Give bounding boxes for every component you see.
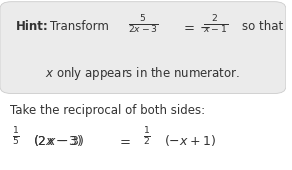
Text: Take the reciprocal of both sides:: Take the reciprocal of both sides: [10,104,205,117]
Text: $x$ only appears in the numerator.: $x$ only appears in the numerator. [45,65,240,82]
Text: $= -$: $= -$ [182,20,212,33]
Text: so that: so that [241,20,283,33]
Text: $\frac{1}{2}$: $\frac{1}{2}$ [143,126,151,148]
Text: $(-x + 1)$: $(-x + 1)$ [164,133,216,148]
Text: $=$: $=$ [117,134,131,147]
Text: $(2\,x - 3)$: $(2\,x - 3)$ [33,133,84,148]
Text: $(2x - 3)$: $(2x - 3)$ [33,133,82,148]
Text: $\frac{1}{5}$: $\frac{1}{5}$ [12,126,20,148]
Text: Hint:: Hint: [16,20,48,33]
Text: $\frac{2}{x-1}$: $\frac{2}{x-1}$ [203,14,228,36]
Text: $\frac{5}{2x-3}$: $\frac{5}{2x-3}$ [128,14,158,36]
FancyBboxPatch shape [0,2,286,94]
Text: Transform: Transform [50,20,109,33]
